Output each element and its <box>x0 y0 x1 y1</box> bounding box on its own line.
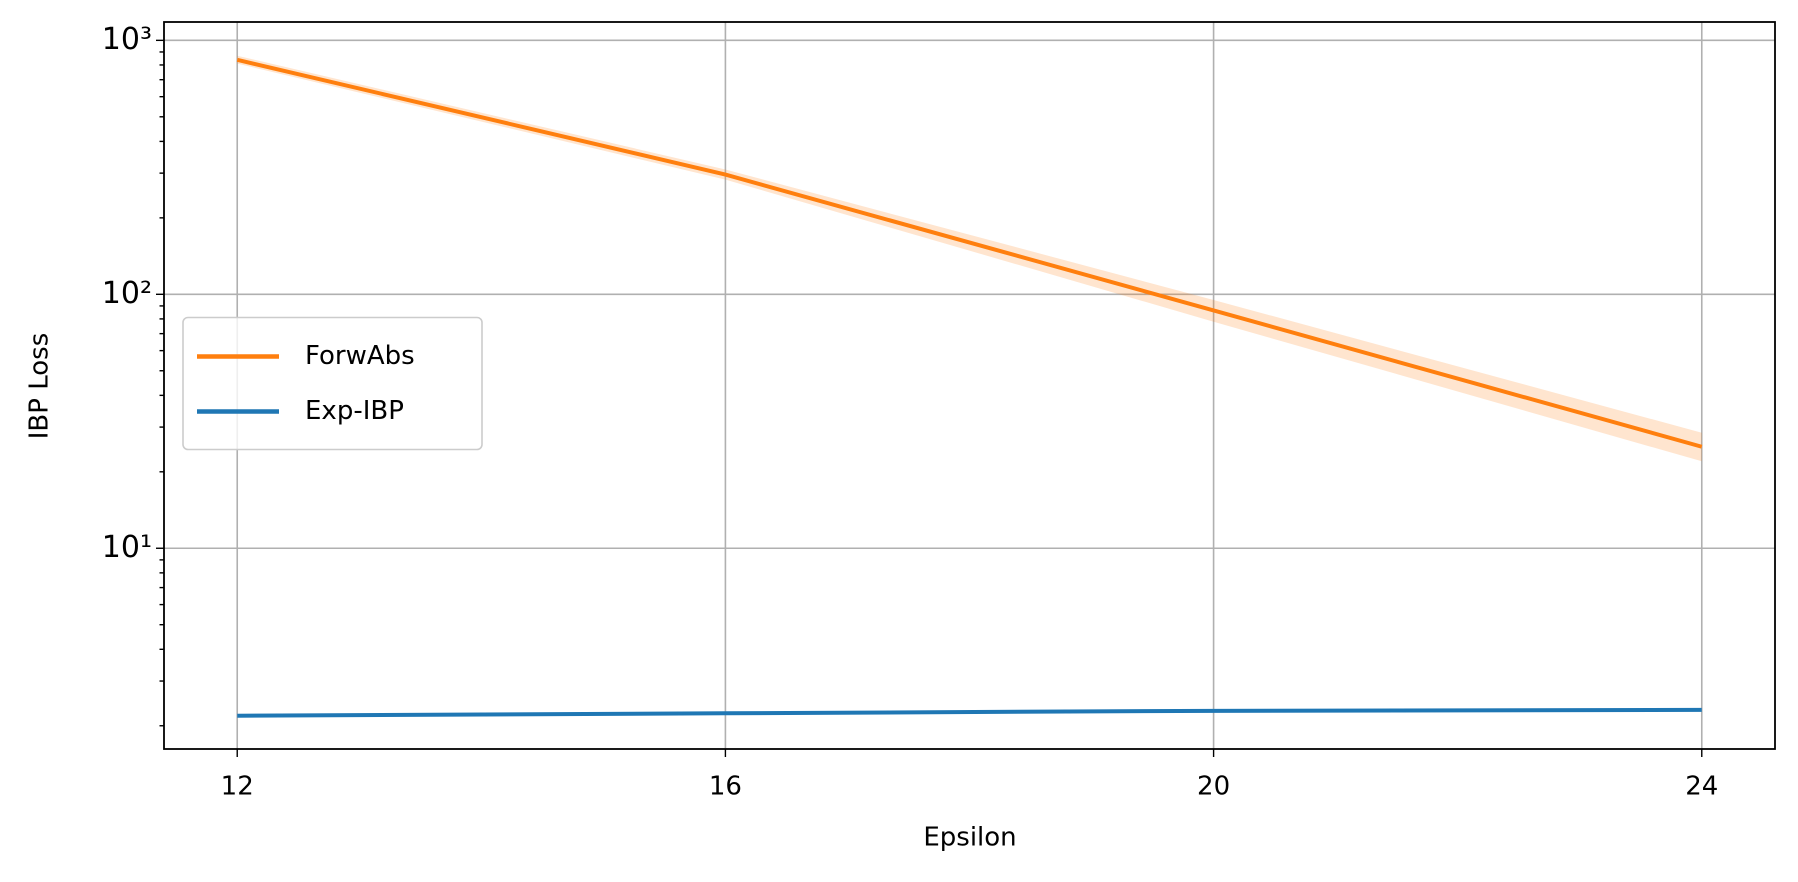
y-tick-label: 10¹ <box>102 530 152 565</box>
plot-frame <box>163 21 1776 750</box>
x-axis-label: Epsilon <box>923 823 1016 853</box>
x-tick-label: 20 <box>1197 772 1230 802</box>
y-tick-label: 10³ <box>102 22 152 57</box>
legend-label: Exp-IBP <box>305 396 404 426</box>
x-tick-label: 16 <box>709 772 742 802</box>
y-tick-label: 10² <box>102 276 152 311</box>
legend-box <box>182 316 483 451</box>
line <box>237 707 1702 718</box>
x-tick-label: 12 <box>221 772 254 802</box>
legend-label: ForwAbs <box>305 341 415 371</box>
x-tick-label: 24 <box>1685 772 1718 802</box>
y-axis-label: IBP Loss <box>25 333 55 439</box>
line <box>236 57 1703 449</box>
